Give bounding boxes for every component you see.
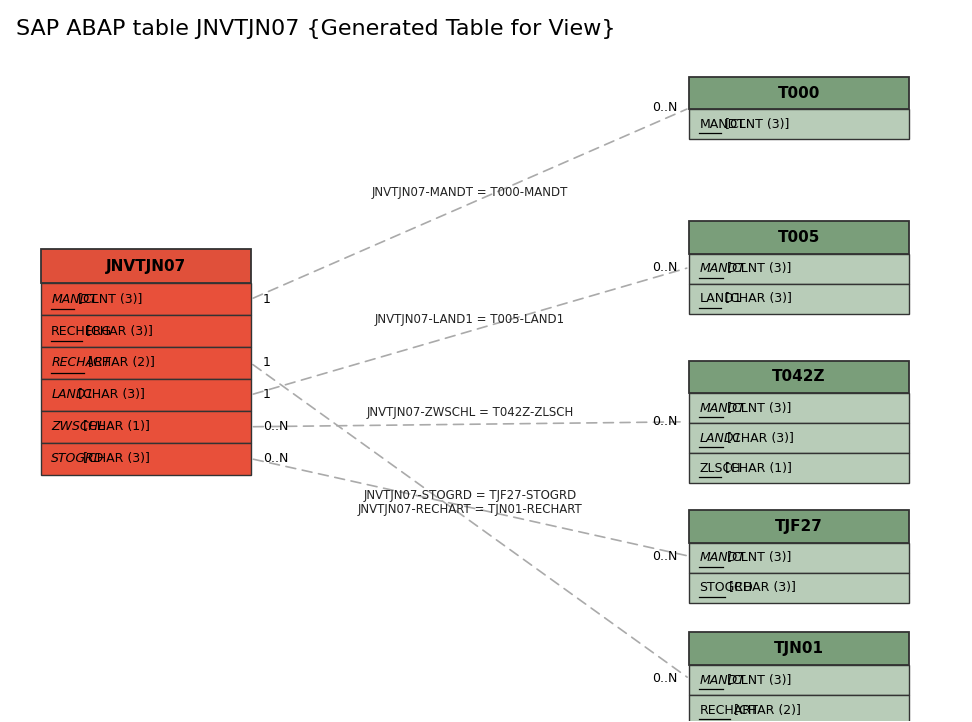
- Text: T005: T005: [778, 230, 820, 245]
- Bar: [41, 316, 251, 347]
- Text: RECHERG: RECHERG: [52, 325, 113, 338]
- Text: [CHAR (1)]: [CHAR (1)]: [721, 461, 792, 474]
- Text: RECHART: RECHART: [52, 357, 111, 370]
- Text: [CHAR (3)]: [CHAR (3)]: [79, 452, 150, 465]
- Bar: [689, 543, 909, 573]
- Text: 0..N: 0..N: [652, 415, 677, 428]
- Text: 0..N: 0..N: [652, 672, 677, 685]
- Text: ZLSCH: ZLSCH: [700, 461, 741, 474]
- Bar: [689, 510, 909, 543]
- Bar: [689, 110, 909, 139]
- Text: [CLNT (3)]: [CLNT (3)]: [722, 674, 791, 687]
- Bar: [41, 411, 251, 443]
- Text: [CLNT (3)]: [CLNT (3)]: [75, 292, 143, 305]
- Text: [CHAR (3)]: [CHAR (3)]: [82, 325, 153, 338]
- Text: JNVTJN07-MANDT = T000-MANDT: JNVTJN07-MANDT = T000-MANDT: [372, 186, 569, 199]
- Text: LAND1: LAND1: [700, 292, 742, 305]
- Text: JNVTJN07-STOGRD = TJF27-STOGRD: JNVTJN07-STOGRD = TJF27-STOGRD: [364, 490, 576, 503]
- Text: ZWSCHL: ZWSCHL: [52, 420, 105, 433]
- Text: [CLNT (3)]: [CLNT (3)]: [722, 551, 791, 564]
- Text: [CHAR (1)]: [CHAR (1)]: [79, 420, 150, 433]
- Bar: [41, 443, 251, 474]
- Bar: [41, 379, 251, 411]
- Text: 0..N: 0..N: [652, 549, 677, 562]
- Bar: [689, 632, 909, 666]
- Text: 0..N: 0..N: [652, 261, 677, 274]
- Bar: [41, 347, 251, 379]
- Text: 0..N: 0..N: [262, 420, 288, 433]
- Bar: [689, 77, 909, 110]
- Text: 1: 1: [262, 357, 270, 370]
- Text: [CHAR (3)]: [CHAR (3)]: [725, 581, 796, 594]
- Text: T000: T000: [778, 85, 820, 100]
- Text: 1: 1: [262, 292, 270, 305]
- Bar: [689, 573, 909, 603]
- Bar: [41, 283, 251, 316]
- Bar: [41, 249, 251, 283]
- Text: STOGRD: STOGRD: [700, 581, 753, 594]
- Bar: [689, 695, 909, 722]
- Text: [CHAR (2)]: [CHAR (2)]: [730, 704, 801, 717]
- Text: SAP ABAP table JNVTJN07 {Generated Table for View}: SAP ABAP table JNVTJN07 {Generated Table…: [17, 19, 616, 39]
- Text: [CHAR (3)]: [CHAR (3)]: [75, 388, 145, 401]
- Text: JNVTJN07-ZWSCHL = T042Z-ZLSCH: JNVTJN07-ZWSCHL = T042Z-ZLSCH: [366, 406, 573, 419]
- Text: T042Z: T042Z: [773, 370, 826, 384]
- Text: [CHAR (3)]: [CHAR (3)]: [722, 432, 793, 445]
- Text: [CLNT (3)]: [CLNT (3)]: [722, 262, 791, 275]
- Text: [CLNT (3)]: [CLNT (3)]: [722, 402, 791, 415]
- Text: [CHAR (3)]: [CHAR (3)]: [721, 292, 792, 305]
- Text: TJF27: TJF27: [775, 519, 823, 534]
- Text: MANDT: MANDT: [700, 402, 746, 415]
- Text: TJN01: TJN01: [774, 641, 824, 656]
- Bar: [689, 453, 909, 483]
- Text: [CLNT (3)]: [CLNT (3)]: [721, 118, 789, 131]
- Bar: [689, 393, 909, 423]
- Text: MANDT: MANDT: [700, 674, 746, 687]
- Text: MANDT: MANDT: [700, 262, 746, 275]
- Bar: [689, 254, 909, 284]
- Text: LAND1: LAND1: [52, 388, 93, 401]
- Text: STOGRD: STOGRD: [52, 452, 105, 465]
- Text: [CHAR (2)]: [CHAR (2)]: [84, 357, 155, 370]
- Text: RECHART: RECHART: [700, 704, 758, 717]
- Text: JNVTJN07: JNVTJN07: [106, 259, 186, 274]
- Bar: [689, 284, 909, 313]
- Bar: [689, 423, 909, 453]
- Text: MANDT: MANDT: [700, 118, 746, 131]
- Bar: [689, 666, 909, 695]
- Bar: [689, 360, 909, 393]
- Text: 1: 1: [262, 388, 270, 401]
- Text: 0..N: 0..N: [262, 452, 288, 465]
- Text: MANDT: MANDT: [52, 292, 97, 305]
- Bar: [689, 221, 909, 254]
- Text: MANDT: MANDT: [700, 551, 746, 564]
- Text: 0..N: 0..N: [652, 102, 677, 115]
- Text: JNVTJN07-LAND1 = T005-LAND1: JNVTJN07-LAND1 = T005-LAND1: [375, 313, 565, 326]
- Text: JNVTJN07-RECHART = TJN01-RECHART: JNVTJN07-RECHART = TJN01-RECHART: [358, 503, 582, 516]
- Text: LAND1: LAND1: [700, 432, 742, 445]
